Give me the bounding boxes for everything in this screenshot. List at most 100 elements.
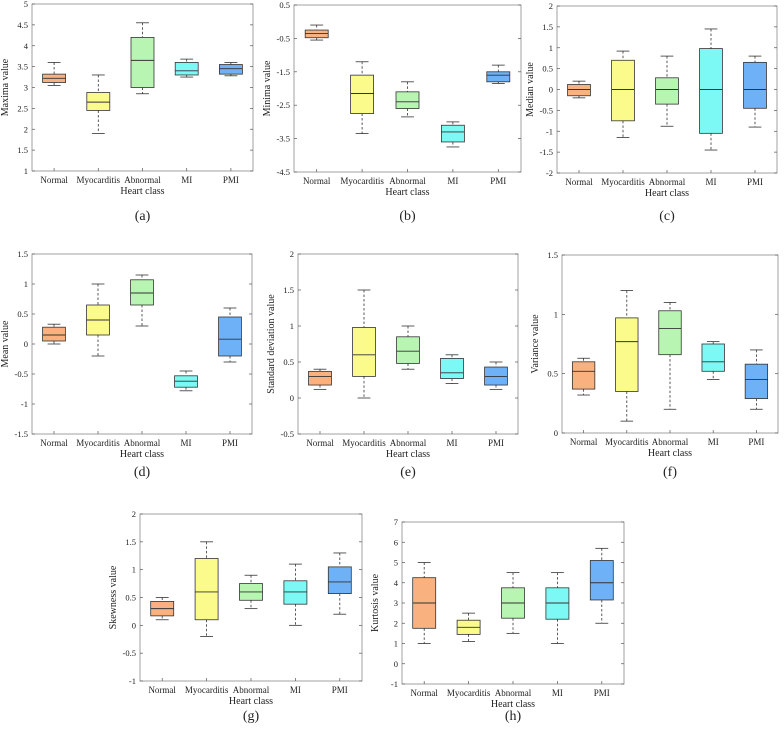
panel-caption: (c) — [659, 209, 675, 224]
box-abnormal: Abnormal — [390, 325, 427, 448]
y-tick-label: -0.5 — [15, 369, 28, 379]
x-tick-label: Abnormal — [390, 438, 427, 448]
y-tick-label: 0 — [394, 659, 398, 669]
y-tick-label: -2.5 — [277, 100, 290, 110]
box-abnormal: Abnormal — [495, 572, 532, 698]
x-tick-label: Normal — [148, 685, 176, 695]
x-tick-label: MI — [706, 177, 717, 187]
x-axis-label: Heart class — [645, 188, 689, 199]
y-axis-label: Variance value — [530, 314, 541, 374]
box-myocarditis: Myocarditis — [185, 541, 229, 695]
y-tick-label: 0.5 — [279, 0, 290, 10]
panel-caption: (b) — [399, 209, 416, 224]
box-pmi: PMI — [589, 547, 614, 698]
x-tick-label: Abnormal — [124, 438, 161, 448]
x-axis-label: Heart class — [120, 186, 164, 197]
y-tick-label: -0.5 — [277, 33, 290, 43]
y-tick-label: 1.5 — [125, 537, 136, 547]
x-axis-label: Heart class — [491, 699, 535, 710]
box-myocarditis: Myocarditis — [605, 290, 649, 447]
y-axis-label: Median value — [525, 62, 536, 117]
y-tick-label: -1.5 — [15, 429, 28, 439]
y-tick-label: 0 — [554, 428, 558, 438]
x-tick-label: MI — [181, 438, 192, 448]
box-abnormal: Abnormal — [389, 81, 426, 186]
y-axis-label: Mean value — [0, 320, 11, 367]
y-axis-label: Standard deviation value — [266, 294, 277, 394]
box-mi: MI — [545, 572, 570, 698]
x-tick-label: Abnormal — [649, 177, 686, 187]
box-abnormal: Abnormal — [124, 22, 161, 185]
x-tick-label: PMI — [332, 685, 348, 695]
x-tick-label: MI — [447, 176, 458, 186]
x-axis-label: Heart class — [385, 187, 429, 198]
panel-caption: (h) — [505, 709, 522, 724]
panel-caption: (d) — [134, 465, 151, 480]
panel-caption: (e) — [400, 465, 416, 480]
iqr-box — [486, 71, 511, 83]
x-tick-label: Abnormal — [495, 688, 532, 698]
box-pmi: PMI — [219, 62, 243, 185]
box-mi: MI — [174, 370, 198, 448]
panel-c: -2 -1.5 -1 -0.5 0 0.5 1 1.5 2 Normal Myocarditis Ab… — [525, 1, 778, 224]
box-normal: Normal — [40, 323, 68, 448]
x-tick-label: Normal — [40, 438, 68, 448]
y-tick-label: -0.5 — [123, 648, 136, 658]
x-tick-label: PMI — [748, 437, 764, 447]
y-tick-label: 1.5 — [17, 249, 28, 259]
box-myocarditis: Myocarditis — [342, 289, 386, 448]
iqr-box — [174, 62, 199, 76]
iqr-box — [130, 279, 154, 306]
y-tick-label: 2 — [394, 618, 398, 628]
iqr-box — [743, 61, 767, 109]
x-tick-label: Abnormal — [124, 175, 161, 185]
box-mi: MI — [701, 341, 725, 447]
y-tick-label: 1.5 — [283, 285, 294, 295]
panel-g: -1 -0.5 0 0.5 1 1.5 2 Normal Myocarditis Abnormal… — [108, 509, 363, 724]
iqr-box — [304, 29, 329, 39]
panel-b: -4.5 -3.5 -2.5 -1.5 -0.5 0.5 Normal Myocarditis… — [262, 0, 522, 224]
x-tick-label: Normal — [565, 177, 593, 187]
x-tick-label: Myocarditis — [185, 685, 229, 695]
box-normal: Normal — [148, 597, 176, 695]
box-mi: MI — [440, 121, 465, 186]
panel-caption: (g) — [243, 709, 260, 724]
x-tick-label: Myocarditis — [447, 688, 491, 698]
y-tick-label: 0.5 — [547, 369, 558, 379]
box-normal: Normal — [306, 368, 334, 448]
y-tick-label: -2 — [546, 168, 553, 178]
iqr-box — [352, 327, 376, 377]
x-tick-label: Normal — [40, 175, 68, 185]
box-normal: Normal — [40, 62, 68, 185]
x-tick-label: Normal — [570, 437, 598, 447]
x-tick-label: MI — [708, 437, 719, 447]
iqr-box — [611, 59, 635, 122]
iqr-box — [440, 124, 465, 143]
x-tick-label: PMI — [594, 688, 610, 698]
x-tick-label: MI — [447, 438, 458, 448]
y-tick-label: -1 — [21, 399, 28, 409]
y-tick-label: 2 — [24, 124, 28, 134]
iqr-box — [86, 92, 111, 111]
y-tick-label: 0.5 — [17, 309, 28, 319]
y-tick-label: -1 — [391, 679, 398, 689]
box-pmi: PMI — [743, 55, 767, 187]
iqr-box — [655, 77, 679, 105]
x-tick-label: Myocarditis — [342, 438, 386, 448]
iqr-box — [701, 343, 725, 372]
iqr-box — [571, 361, 596, 390]
x-tick-label: Abnormal — [233, 685, 270, 695]
x-axis-label: Heart class — [120, 449, 164, 460]
y-tick-label: 1.5 — [547, 250, 558, 260]
x-tick-label: Myocarditis — [601, 177, 645, 187]
y-tick-label: 3 — [394, 598, 398, 608]
y-tick-label: -1 — [546, 126, 553, 136]
iqr-box — [194, 558, 219, 621]
y-tick-label: 1 — [290, 321, 294, 331]
y-tick-label: 1 — [132, 565, 136, 575]
panel-h: -1 0 1 2 3 4 5 6 7 Normal Myocarditis Abnormal MI PMI… — [370, 517, 625, 724]
box-abnormal: Abnormal — [652, 302, 689, 447]
y-tick-label: 0.5 — [542, 64, 553, 74]
y-tick-label: 4 — [394, 578, 399, 588]
y-tick-label: 0 — [290, 393, 294, 403]
